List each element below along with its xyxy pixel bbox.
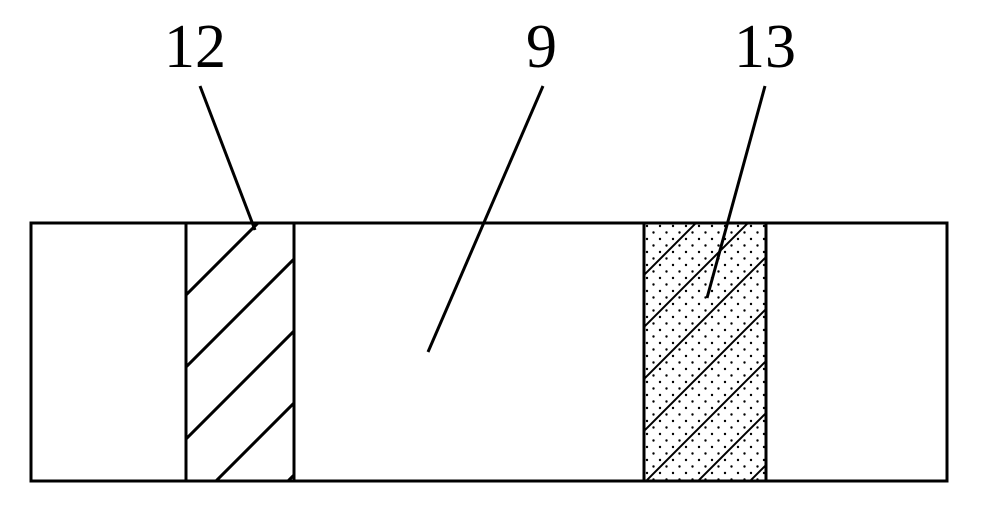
region-13-hatch (644, 223, 766, 481)
leader-12 (200, 86, 255, 230)
diagram-canvas: 12 9 13 (0, 0, 1000, 513)
region-12 (186, 223, 294, 481)
diagram-svg (0, 0, 1000, 513)
outer-rect (31, 223, 947, 481)
